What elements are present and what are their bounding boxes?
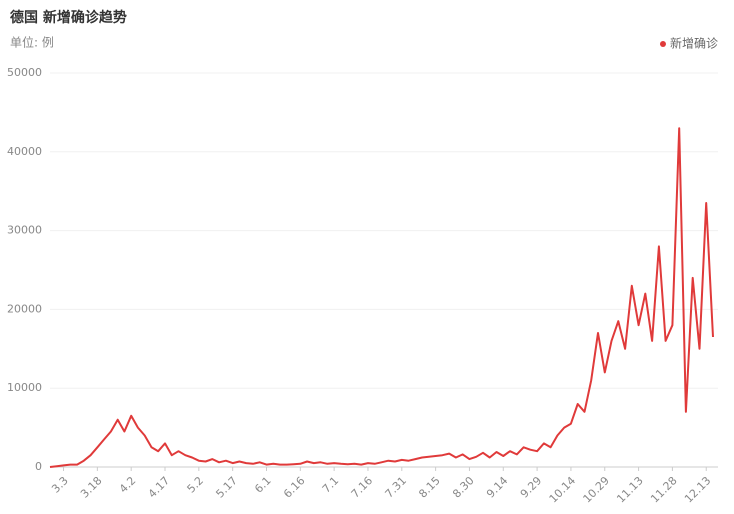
x-tick-label: 4.17 [146, 474, 173, 501]
y-tick-label: 30000 [7, 224, 42, 237]
x-tick-label: 5.17 [213, 474, 240, 501]
y-tick-label: 20000 [7, 302, 42, 315]
legend-marker [659, 41, 666, 47]
x-tick-label: 8.15 [416, 474, 443, 501]
chart-title: 德国 新增确诊趋势 [10, 9, 127, 26]
x-tick-label: 5.2 [185, 474, 207, 496]
x-tick-label: 6.16 [281, 474, 308, 501]
x-tick-label: 10.29 [581, 474, 612, 505]
chart-subtitle: 单位: 例 [10, 35, 54, 50]
x-tick-label: 9.29 [518, 474, 545, 501]
x-tick-label: 12.13 [682, 474, 713, 505]
x-tick-label: 9.14 [484, 474, 511, 501]
x-tick-label: 8.30 [450, 474, 477, 501]
x-tick-label: 11.13 [614, 474, 645, 505]
x-tick-label: 3.18 [78, 474, 105, 501]
x-tick-label: 4.2 [117, 474, 139, 496]
legend-label: 新增确诊 [670, 36, 718, 51]
y-tick-label: 10000 [7, 381, 42, 394]
x-tick-label: 6.1 [252, 474, 274, 496]
x-tick-label: 7.16 [349, 474, 376, 501]
y-tick-label: 0 [35, 460, 42, 473]
y-tick-label: 50000 [7, 66, 42, 79]
x-tick-label: 11.28 [648, 474, 679, 505]
x-tick-label: 10.14 [547, 474, 578, 505]
y-tick-label: 40000 [7, 145, 42, 158]
x-tick-label: 7.31 [383, 474, 410, 501]
x-tick-label: 3.3 [49, 474, 71, 496]
x-tick-label: 7.1 [320, 474, 342, 496]
line [49, 127, 714, 468]
